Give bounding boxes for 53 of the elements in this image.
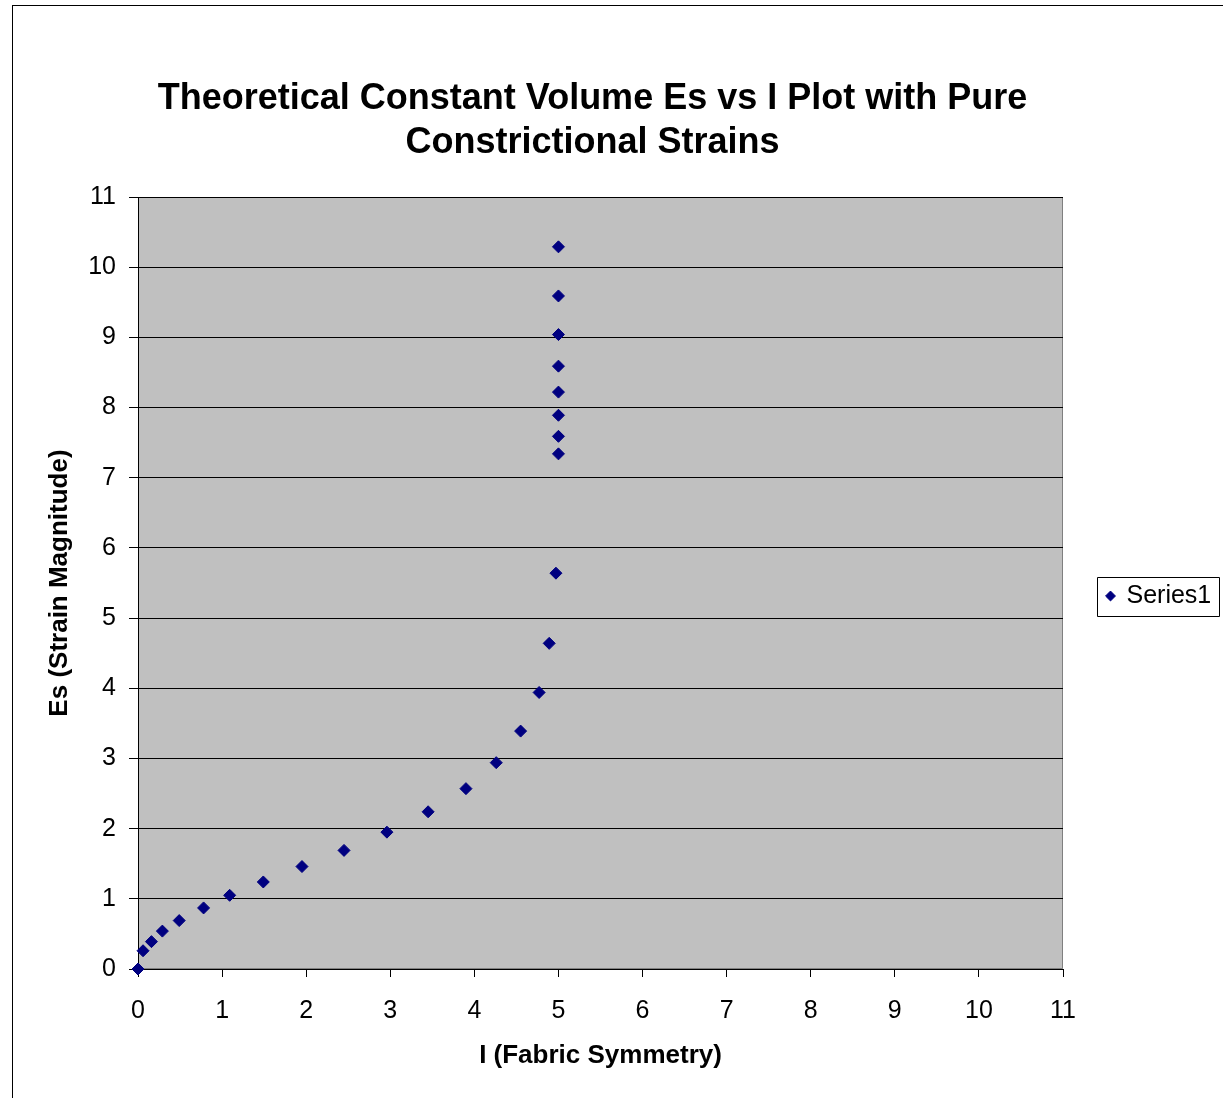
point xyxy=(256,875,270,889)
point xyxy=(532,685,546,699)
x-tick-label: 3 xyxy=(383,994,398,1023)
point xyxy=(551,289,565,303)
x-tick-label: 11 xyxy=(1050,994,1076,1023)
x-tick-label: 8 xyxy=(803,994,818,1023)
y-tick-label: 4 xyxy=(102,672,117,701)
point xyxy=(542,636,556,650)
point xyxy=(549,566,563,580)
x-tick-label: 7 xyxy=(719,994,734,1023)
y-tick-label: 11 xyxy=(90,180,116,209)
point xyxy=(514,724,528,738)
point xyxy=(136,944,150,958)
y-tick-label: 8 xyxy=(102,391,116,420)
point xyxy=(223,888,237,902)
y-tick-label: 1 xyxy=(102,882,116,911)
y-tick-label: 7 xyxy=(102,461,116,490)
point xyxy=(172,914,186,928)
legend-label: Series1 xyxy=(1126,579,1212,608)
point xyxy=(551,328,565,342)
point xyxy=(551,408,565,422)
point xyxy=(551,447,565,461)
point xyxy=(551,359,565,373)
x-tick-label: 4 xyxy=(467,994,482,1023)
chart-title: Theoretical Constant Volume Es vs I Plot with Pure Constrictional Strains xyxy=(157,75,1028,161)
y-tick-label: 2 xyxy=(102,812,116,841)
point xyxy=(155,924,169,938)
y-tick-label: 6 xyxy=(102,531,116,560)
x-axis-title: I (Fabric Symmetry) xyxy=(479,1038,722,1069)
point xyxy=(380,825,394,839)
point xyxy=(551,385,565,399)
point xyxy=(421,805,435,819)
y-tick-label: 10 xyxy=(88,251,116,280)
point xyxy=(337,843,351,857)
x-tick-label: 0 xyxy=(131,994,145,1023)
y-tick-label: 9 xyxy=(102,321,116,350)
x-tick-label: 2 xyxy=(299,994,314,1023)
x-tick-label: 6 xyxy=(635,994,650,1023)
x-tick-label: 10 xyxy=(965,994,993,1023)
y-axis-title: Es (Strain Magnitude) xyxy=(42,449,73,717)
point xyxy=(197,901,211,915)
x-tick-label: 9 xyxy=(887,994,902,1023)
point xyxy=(144,935,158,949)
y-tick-label: 5 xyxy=(102,601,116,630)
point xyxy=(551,240,565,254)
x-tick-label: 5 xyxy=(551,994,566,1023)
point xyxy=(489,756,503,770)
point xyxy=(551,429,565,443)
y-tick-label: 3 xyxy=(102,742,116,771)
x-tick-label: 1 xyxy=(215,994,230,1023)
point xyxy=(295,860,309,874)
point xyxy=(459,782,473,796)
y-tick-label: 0 xyxy=(102,952,116,981)
